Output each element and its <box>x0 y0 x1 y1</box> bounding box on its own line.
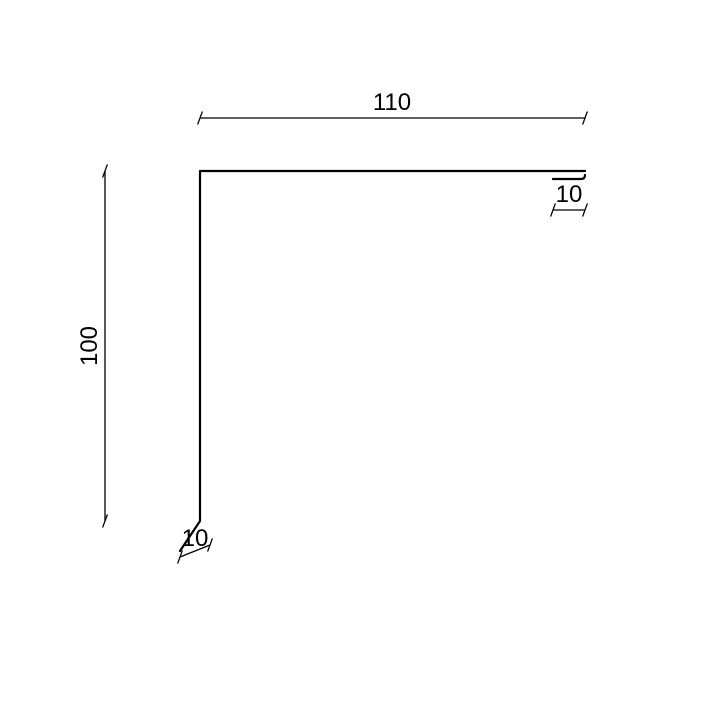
dim-kick-label: 10 <box>182 525 209 552</box>
dim-left-label: 100 <box>76 326 103 366</box>
profile-main <box>180 171 585 551</box>
dim-hook-label: 10 <box>556 181 583 208</box>
dim-top-label: 110 <box>373 89 411 116</box>
profile-hook <box>553 175 585 179</box>
